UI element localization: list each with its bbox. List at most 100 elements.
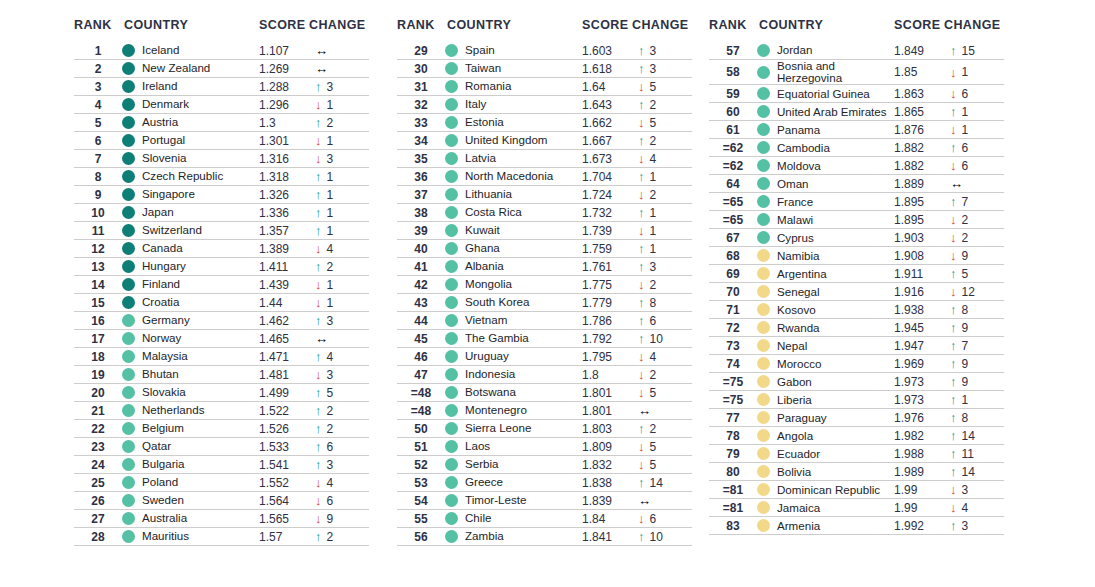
- table-row: =48Botswana1.801↓5: [397, 384, 692, 402]
- tier-dot-icon: [122, 368, 135, 381]
- table-row: 69Argentina1.911↑5: [709, 265, 1004, 283]
- score-value: 1.565: [259, 512, 309, 526]
- score-value: 1.99: [894, 501, 944, 515]
- score-value: 1.85: [894, 65, 944, 79]
- table-row: =65France1.895↑7: [709, 193, 1004, 211]
- score-value: 1.107: [259, 44, 309, 58]
- tier-dot-icon: [757, 285, 770, 298]
- score-value: 1.643: [582, 98, 632, 112]
- country-label: Sweden: [142, 494, 184, 506]
- ranking-table-3: RANK COUNTRY SCORE CHANGE 57Jordan1.849↑…: [709, 18, 1004, 535]
- score-value: 1.795: [582, 350, 632, 364]
- change-cell: ↓4: [309, 476, 369, 490]
- down-arrow-icon: ↓: [315, 512, 322, 525]
- rank-cell: 33: [397, 116, 445, 130]
- table-body: 1Iceland1.107↔2New Zealand1.269↔3Ireland…: [74, 42, 369, 546]
- rank-cell: 44: [397, 314, 445, 328]
- change-value: 2: [327, 404, 334, 418]
- down-arrow-icon: ↓: [950, 501, 957, 514]
- change-cell: ↑3: [632, 260, 692, 274]
- tier-dot-icon: [445, 404, 458, 417]
- table-row: 55Chile1.84↓6: [397, 510, 692, 528]
- table-row: 52Serbia1.832↓5: [397, 456, 692, 474]
- score-value: 1.945: [894, 321, 944, 335]
- rank-header: RANK: [74, 18, 122, 32]
- change-cell: ↑6: [309, 440, 369, 454]
- score-value: 1.618: [582, 62, 632, 76]
- country-cell: Cambodia: [757, 141, 894, 154]
- country-label: Czech Republic: [142, 170, 223, 182]
- table-row: 32Italy1.643↑2: [397, 96, 692, 114]
- tier-dot-icon: [122, 98, 135, 111]
- up-arrow-icon: ↑: [315, 188, 322, 201]
- change-value: 5: [650, 440, 657, 454]
- country-label: Mauritius: [142, 530, 189, 542]
- change-value: 6: [650, 512, 657, 526]
- tier-dot-icon: [445, 494, 458, 507]
- score-value: 1.761: [582, 260, 632, 274]
- country-header: COUNTRY: [445, 18, 582, 32]
- table-row: 3Ireland1.288↑3: [74, 78, 369, 96]
- score-value: 1.947: [894, 339, 944, 353]
- table-row: 13Hungary1.411↑2: [74, 258, 369, 276]
- rank-cell: 9: [74, 188, 122, 202]
- score-value: 1.667: [582, 134, 632, 148]
- country-label: Timor-Leste: [465, 494, 526, 506]
- change-value: 3: [327, 368, 334, 382]
- score-header: SCORE: [894, 18, 944, 32]
- table-row: 15Croatia1.44↓1: [74, 294, 369, 312]
- rank-cell: 80: [709, 465, 757, 479]
- change-cell: ↑2: [309, 422, 369, 436]
- country-cell: Mongolia: [445, 278, 582, 291]
- change-cell: ↑8: [632, 296, 692, 310]
- tier-dot-icon: [757, 375, 770, 388]
- up-arrow-icon: ↑: [950, 447, 957, 460]
- country-label: Belgium: [142, 422, 184, 434]
- table-row: 53Greece1.838↑14: [397, 474, 692, 492]
- country-label: Malaysia: [142, 350, 188, 362]
- tier-dot-icon: [757, 123, 770, 136]
- change-value: 4: [650, 152, 657, 166]
- table-row: =65Malawi1.895↓2: [709, 211, 1004, 229]
- country-cell: Armenia: [757, 519, 894, 532]
- down-arrow-icon: ↓: [950, 213, 957, 226]
- change-value: 1: [650, 170, 657, 184]
- country-cell: Moldova: [757, 159, 894, 172]
- score-value: 1.662: [582, 116, 632, 130]
- score-value: 1.739: [582, 224, 632, 238]
- rank-cell: 73: [709, 339, 757, 353]
- rank-cell: 7: [74, 152, 122, 166]
- table-row: 61Panama1.876↓1: [709, 121, 1004, 139]
- rank-cell: 31: [397, 80, 445, 94]
- table-row: 59Equatorial Guinea1.863↓6: [709, 85, 1004, 103]
- country-label: Argentina: [777, 268, 827, 280]
- change-cell: ↑1: [309, 170, 369, 184]
- change-value: 6: [327, 440, 334, 454]
- tier-dot-icon: [757, 231, 770, 244]
- change-cell: ↓5: [632, 440, 692, 454]
- table-row: 24Bulgaria1.541↑3: [74, 456, 369, 474]
- country-label: Ireland: [142, 80, 177, 92]
- country-cell: Iceland: [122, 44, 259, 57]
- rank-cell: 30: [397, 62, 445, 76]
- country-cell: Jordan: [757, 44, 894, 57]
- score-value: 1.992: [894, 519, 944, 533]
- country-label: Greece: [465, 476, 503, 488]
- tier-dot-icon: [757, 483, 770, 496]
- score-value: 1.8: [582, 368, 632, 382]
- score-value: 1.982: [894, 429, 944, 443]
- tier-dot-icon: [757, 447, 770, 460]
- table-row: 67Cyprus1.903↓2: [709, 229, 1004, 247]
- country-label: Panama: [777, 124, 820, 136]
- score-value: 1.882: [894, 141, 944, 155]
- change-cell: ↓1: [944, 65, 1004, 79]
- score-value: 1.732: [582, 206, 632, 220]
- up-arrow-icon: ↑: [950, 393, 957, 406]
- tier-dot-icon: [122, 206, 135, 219]
- change-value: 5: [962, 267, 969, 281]
- up-arrow-icon: ↑: [638, 206, 645, 219]
- country-cell: Singapore: [122, 188, 259, 201]
- score-value: 1.976: [894, 411, 944, 425]
- change-value: 3: [327, 314, 334, 328]
- tier-dot-icon: [122, 386, 135, 399]
